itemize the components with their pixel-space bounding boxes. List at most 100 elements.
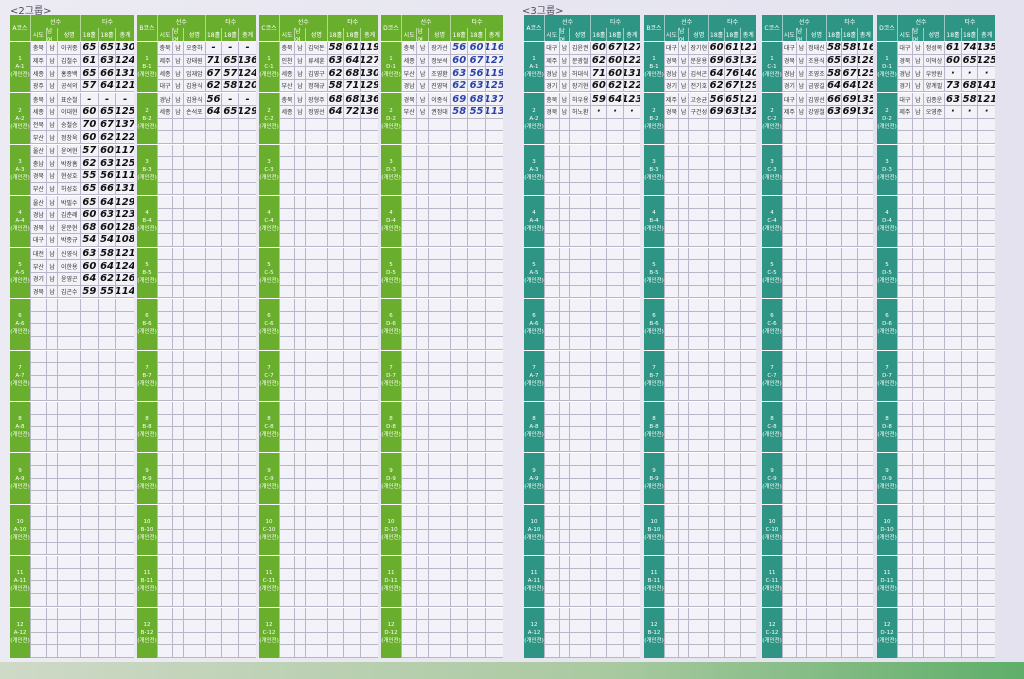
total-score: [360, 542, 378, 555]
sex: 남: [171, 42, 183, 54]
round1-score: [450, 157, 467, 170]
total-score: [238, 144, 256, 157]
course-label: B 코스: [137, 15, 157, 41]
player-row: [782, 144, 873, 158]
player-row: [157, 427, 256, 440]
round1-score: [590, 324, 606, 336]
total-score: 121: [115, 247, 134, 260]
player-name: [806, 517, 826, 530]
sido: [664, 260, 678, 272]
flight-group: 10 A-10 (개인전): [524, 503, 640, 556]
round1-score: -: [80, 93, 98, 106]
sex: 남: [416, 93, 428, 106]
total-score: 129: [115, 196, 134, 208]
player-name: 장기현: [688, 42, 708, 54]
total-score: [856, 234, 873, 246]
sex: [795, 157, 806, 170]
round2-score: [221, 620, 238, 632]
round1-score: [944, 414, 961, 427]
round2-score: [841, 157, 856, 170]
total-score: 137: [115, 118, 134, 131]
sido: 경남: [897, 67, 912, 79]
player-row: [157, 504, 256, 518]
round1-score: [825, 144, 841, 157]
sido: [664, 556, 678, 568]
sido: [897, 388, 912, 400]
sido: [897, 363, 912, 375]
sex: [795, 131, 806, 143]
sex: [293, 375, 305, 388]
player-row: [544, 311, 640, 325]
sex: [293, 556, 305, 568]
player-row: [401, 530, 503, 543]
sex: [911, 157, 923, 170]
player-row: [897, 311, 995, 325]
flight-group: 3 A-3 (개인전): [524, 143, 640, 196]
sex: [171, 324, 183, 336]
total-score: 121: [115, 79, 134, 92]
flight-label: 5 D-5 (개인전): [381, 247, 401, 299]
player-name: 김종운: [922, 93, 944, 106]
total-score: 127: [622, 42, 640, 54]
player-name: [427, 556, 450, 568]
round1-score: [944, 336, 961, 349]
sido: [401, 272, 416, 285]
total-score: [360, 517, 378, 530]
player-name: [806, 478, 826, 491]
player-name: [305, 594, 326, 606]
round2-score: [97, 542, 116, 555]
round2-score: [606, 517, 622, 530]
player-name: 허노환: [569, 106, 590, 118]
sex: [795, 491, 806, 503]
round2-score: 63: [723, 54, 740, 67]
player-row: [544, 530, 640, 543]
total-score: 125: [115, 157, 134, 170]
total-score: [739, 234, 756, 246]
player-row: [897, 350, 995, 364]
total-score: [360, 336, 378, 349]
round2-score: [467, 363, 484, 375]
player-row: [279, 645, 378, 659]
round1-score: [708, 260, 724, 272]
round1-score: [450, 324, 467, 336]
sido: 경남: [782, 67, 796, 79]
player-name: [427, 568, 450, 581]
player-row: [897, 453, 995, 466]
sido: 경남: [157, 93, 172, 106]
sido: [782, 247, 796, 260]
round2-score: [467, 285, 484, 298]
sex: [171, 285, 183, 298]
flight-label: 7 C-7 (개인전): [259, 350, 279, 401]
sido: [157, 196, 172, 208]
sido: [30, 504, 46, 517]
player-name: [183, 542, 204, 555]
round2-score: ·: [960, 67, 978, 79]
sex: [171, 182, 183, 195]
round1-score: [825, 272, 841, 285]
sido: [664, 285, 678, 298]
player-name: [305, 556, 326, 568]
round1-score: [80, 620, 98, 632]
flight-label: 5 C-5 (개인전): [762, 247, 782, 299]
round1-score: [708, 299, 724, 311]
player-row: [401, 556, 503, 569]
flight-group: 11 B-11 (개인전): [644, 555, 756, 607]
player-row: [782, 157, 873, 171]
course-suffix: 코스: [883, 24, 895, 32]
total-score: [622, 208, 640, 221]
player-row: [782, 439, 873, 453]
sex: [416, 632, 428, 645]
round1-score: [450, 594, 467, 606]
sido: [157, 182, 172, 195]
player-name: [57, 645, 80, 658]
player-name: [427, 157, 450, 170]
round2-score: [221, 453, 238, 465]
total-score: [238, 465, 256, 478]
round1-score: 60: [590, 79, 606, 92]
round2-score: 68: [343, 67, 360, 79]
sex: [416, 439, 428, 452]
player-row: [401, 517, 503, 531]
round1-score: [944, 247, 961, 260]
round1-score: [944, 350, 961, 363]
player-name: [569, 157, 590, 170]
